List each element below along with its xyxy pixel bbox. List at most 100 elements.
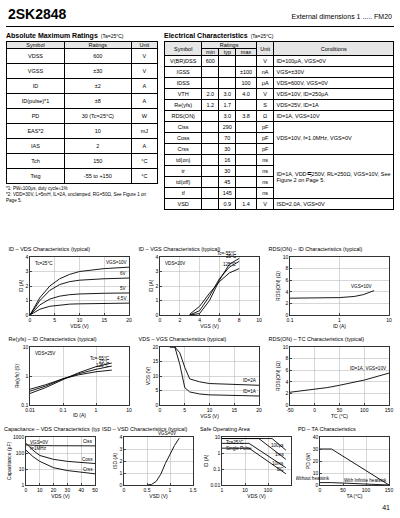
svg-text:VGS=10V: VGS=10V (106, 260, 127, 265)
svg-text:Single Pulse: Single Pulse (226, 446, 252, 451)
svg-text:6V: 6V (120, 271, 127, 276)
svg-text:0.01: 0.01 (25, 407, 35, 413)
svg-text:0: 0 (29, 317, 32, 323)
svg-text:Tc=-55°C: Tc=-55°C (217, 251, 237, 256)
svg-text:0: 0 (123, 487, 126, 493)
svg-text:ID=2A: ID=2A (243, 378, 257, 383)
svg-text:ISD (A): ISD (A) (112, 452, 118, 469)
svg-text:0: 0 (285, 312, 288, 318)
svg-text:100: 100 (360, 407, 369, 413)
svg-text:VGS (V): VGS (V) (200, 323, 219, 329)
svg-text:ID (A): ID (A) (73, 412, 86, 418)
svg-text:2: 2 (285, 390, 288, 396)
svg-text:5V: 5V (120, 286, 127, 291)
svg-text:30: 30 (313, 446, 319, 452)
svg-text:8: 8 (238, 317, 241, 323)
svg-text:10: 10 (207, 407, 213, 413)
svg-text:1: 1 (95, 407, 98, 413)
svg-text:1: 1 (338, 317, 341, 323)
svg-text:0: 0 (25, 487, 28, 493)
svg-text:With Infinite heatsink: With Infinite heatsink (344, 478, 387, 483)
svg-text:20: 20 (256, 407, 262, 413)
svg-text:1ms: 1ms (275, 452, 284, 457)
svg-text:4: 4 (285, 289, 288, 295)
svg-text:15: 15 (101, 317, 107, 323)
svg-text:10ms: 10ms (272, 461, 284, 466)
svg-text:0: 0 (285, 402, 288, 408)
svg-text:25°C: 25°C (99, 359, 110, 364)
svg-text:PD (W): PD (W) (305, 452, 311, 469)
svg-text:Capacitance (pF): Capacitance (pF) (6, 441, 12, 480)
svg-text:40: 40 (78, 487, 84, 493)
svg-text:150: 150 (385, 407, 394, 413)
svg-text:10: 10 (242, 487, 248, 493)
svg-text:50: 50 (337, 407, 343, 413)
svg-text:VGS=0V: VGS=0V (158, 431, 177, 436)
svg-text:3: 3 (155, 268, 158, 274)
svg-text:0: 0 (25, 312, 28, 318)
svg-text:8: 8 (285, 355, 288, 361)
svg-text:Coss: Coss (82, 457, 93, 462)
svg-text:10: 10 (23, 344, 29, 350)
svg-text:4: 4 (285, 379, 288, 385)
svg-text:2: 2 (25, 283, 28, 289)
svg-text:50: 50 (340, 487, 346, 493)
svg-text:1: 1 (25, 297, 28, 303)
svg-text:10: 10 (77, 317, 83, 323)
svg-text:10: 10 (153, 373, 159, 379)
svg-text:1: 1 (21, 482, 24, 488)
svg-text:0.1: 0.1 (213, 466, 220, 472)
svg-text:1: 1 (119, 470, 122, 476)
svg-text:100: 100 (264, 487, 273, 493)
svg-text:10: 10 (283, 254, 289, 260)
svg-text:10: 10 (215, 434, 221, 440)
svg-text:100μs: 100μs (271, 443, 284, 448)
svg-text:25°C: 25°C (226, 254, 237, 259)
svg-text:0.5: 0.5 (144, 487, 151, 493)
svg-text:10: 10 (386, 317, 392, 323)
svg-text:VDS (V): VDS (V) (145, 367, 151, 386)
svg-text:0: 0 (315, 482, 318, 488)
svg-text:PD – TA Characteristics: PD – TA Characteristics (298, 426, 356, 432)
svg-text:VDS – VGS Characteristics (typ: VDS – VGS Characteristics (typical) (139, 336, 227, 342)
svg-text:125°C: 125°C (96, 363, 110, 368)
svg-text:VDS (V): VDS (V) (70, 323, 89, 329)
svg-text:125°C: 125°C (223, 262, 237, 267)
svg-text:4: 4 (119, 434, 122, 440)
svg-text:0.1: 0.1 (60, 407, 67, 413)
svg-text:1000: 1000 (13, 434, 24, 440)
svg-text:0: 0 (155, 312, 158, 318)
svg-text:15: 15 (153, 358, 159, 364)
svg-text:20: 20 (313, 458, 319, 464)
svg-text:5: 5 (53, 317, 56, 323)
svg-text:Tc=25°C: Tc=25°C (35, 261, 53, 266)
svg-text:1: 1 (169, 487, 172, 493)
svg-text:1: 1 (217, 450, 220, 456)
svg-text:6: 6 (218, 317, 221, 323)
svg-text:RDS(ON) (Ω): RDS(ON) (Ω) (275, 361, 281, 391)
svg-text:10: 10 (126, 407, 132, 413)
svg-text:50: 50 (92, 487, 98, 493)
svg-text:5: 5 (155, 387, 158, 393)
svg-text:ID – VGS Characteristics (typi: ID – VGS Characteristics (typical) (139, 246, 221, 252)
svg-text:1: 1 (25, 373, 28, 379)
svg-text:ID (A): ID (A) (148, 279, 154, 292)
svg-text:f=1MHz: f=1MHz (30, 446, 47, 451)
svg-text:4: 4 (155, 254, 158, 260)
svg-text:0: 0 (319, 487, 322, 493)
svg-text:1: 1 (155, 297, 158, 303)
svg-text:8: 8 (285, 265, 288, 271)
svg-text:ISD – VSD Characteristics (typ: ISD – VSD Characteristics (typical) (102, 426, 187, 432)
svg-text:0: 0 (159, 407, 162, 413)
svg-text:Ciss: Ciss (83, 439, 93, 444)
svg-text:RDS(ON) – TC Characteristics (: RDS(ON) – TC Characteristics (typical) (269, 336, 365, 342)
svg-text:10: 10 (37, 487, 43, 493)
svg-text:20: 20 (126, 317, 132, 323)
svg-text:4: 4 (25, 254, 28, 260)
svg-text:100: 100 (16, 450, 25, 456)
svg-text:TA (°C): TA (°C) (346, 493, 362, 499)
svg-text:6: 6 (285, 277, 288, 283)
svg-text:ID=1A: ID=1A (243, 389, 257, 394)
svg-text:1: 1 (221, 487, 224, 493)
svg-text:0.1: 0.1 (287, 317, 294, 323)
